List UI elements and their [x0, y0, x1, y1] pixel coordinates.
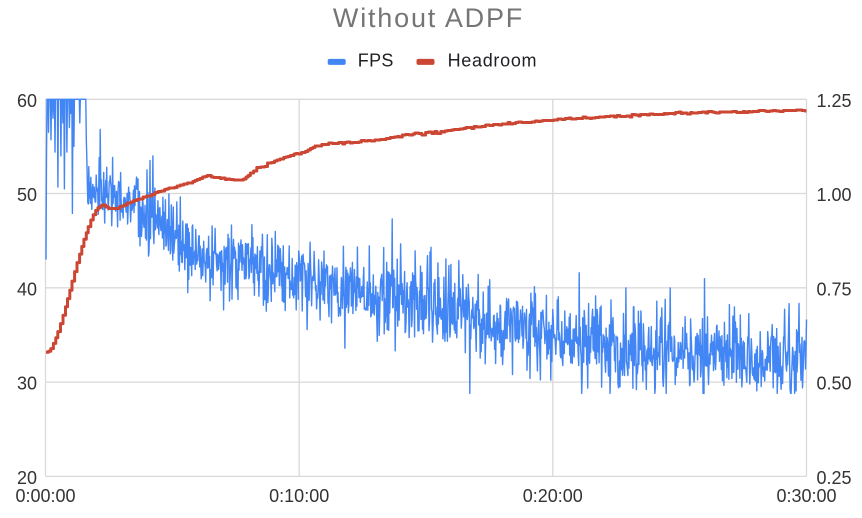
svg-text:Headroom: Headroom — [448, 51, 538, 71]
svg-text:40: 40 — [17, 279, 37, 299]
svg-text:Without ADPF: Without ADPF — [333, 3, 524, 33]
svg-text:0:00:00: 0:00:00 — [15, 486, 75, 506]
svg-text:0.25: 0.25 — [817, 468, 852, 488]
svg-text:20: 20 — [17, 468, 37, 488]
svg-text:0:10:00: 0:10:00 — [269, 486, 329, 506]
svg-text:50: 50 — [17, 185, 37, 205]
svg-text:60: 60 — [17, 91, 37, 111]
svg-text:0.50: 0.50 — [817, 374, 852, 394]
svg-text:FPS: FPS — [358, 51, 394, 71]
svg-text:0.75: 0.75 — [817, 279, 852, 299]
svg-text:1.00: 1.00 — [817, 185, 852, 205]
svg-text:0:20:00: 0:20:00 — [523, 486, 583, 506]
svg-text:1.25: 1.25 — [817, 91, 852, 111]
svg-text:30: 30 — [17, 374, 37, 394]
svg-text:0:30:00: 0:30:00 — [776, 486, 836, 506]
